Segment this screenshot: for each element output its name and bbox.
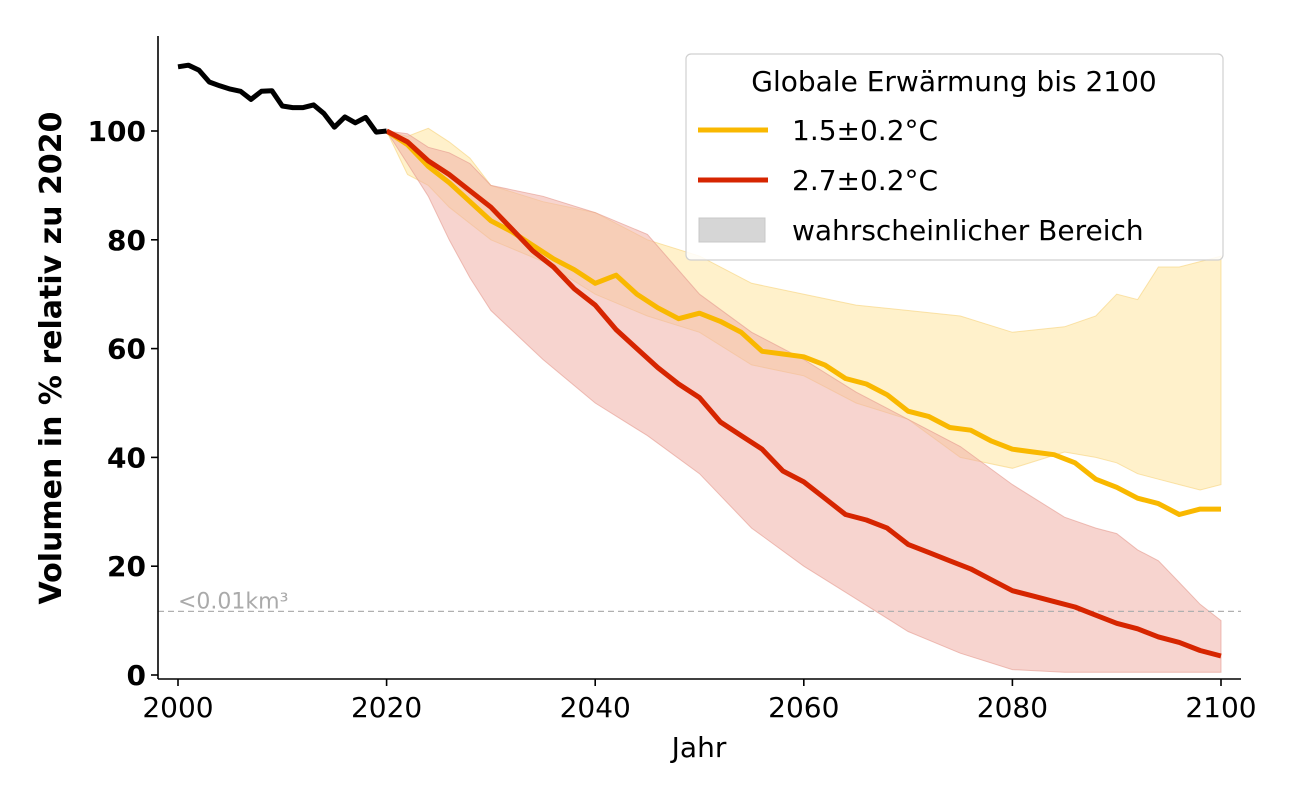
threshold-label: <0.01km³ bbox=[178, 589, 288, 614]
legend: Globale Erwärmung bis 2100 1.5±0.2°C 2.7… bbox=[685, 53, 1224, 261]
x-tick-label: 2000 bbox=[142, 691, 213, 724]
y-ticks: 0 20 40 60 80 100 bbox=[88, 115, 158, 692]
bands-layer bbox=[385, 127, 1222, 673]
x-ticks: 2000 2020 2040 2060 2080 2100 bbox=[142, 679, 1257, 724]
legend-label-1-5: 1.5±0.2°C bbox=[792, 114, 938, 147]
lines-layer bbox=[177, 62, 1222, 659]
x-tick-label: 2060 bbox=[768, 691, 839, 724]
legend-swatch-range bbox=[698, 217, 766, 243]
y-tick-label: 0 bbox=[127, 659, 146, 692]
y-tick-label: 40 bbox=[107, 441, 146, 474]
legend-label-range: wahrscheinlicher Bereich bbox=[792, 214, 1144, 247]
x-tick-label: 2040 bbox=[560, 691, 631, 724]
line-observed bbox=[177, 62, 387, 135]
legend-title: Globale Erwärmung bis 2100 bbox=[751, 65, 1156, 98]
y-tick-label: 60 bbox=[107, 333, 146, 366]
line-2-7 bbox=[385, 128, 1222, 659]
y-tick-label: 20 bbox=[107, 550, 146, 583]
y-tick-label: 80 bbox=[107, 224, 146, 257]
legend-box bbox=[685, 53, 1224, 261]
annotation-layer: <0.01km³ bbox=[158, 589, 1241, 614]
x-tick-label: 2080 bbox=[977, 691, 1048, 724]
x-tick-label: 2020 bbox=[351, 691, 422, 724]
legend-label-2-7: 2.7±0.2°C bbox=[792, 164, 938, 197]
x-axis-title: Jahr bbox=[670, 731, 727, 764]
y-axis-title: Volumen in % relativ zu 2020 bbox=[34, 112, 69, 605]
x-tick-label: 2100 bbox=[1185, 691, 1256, 724]
band-2-7 bbox=[385, 130, 1222, 673]
y-tick-label: 100 bbox=[88, 115, 146, 148]
